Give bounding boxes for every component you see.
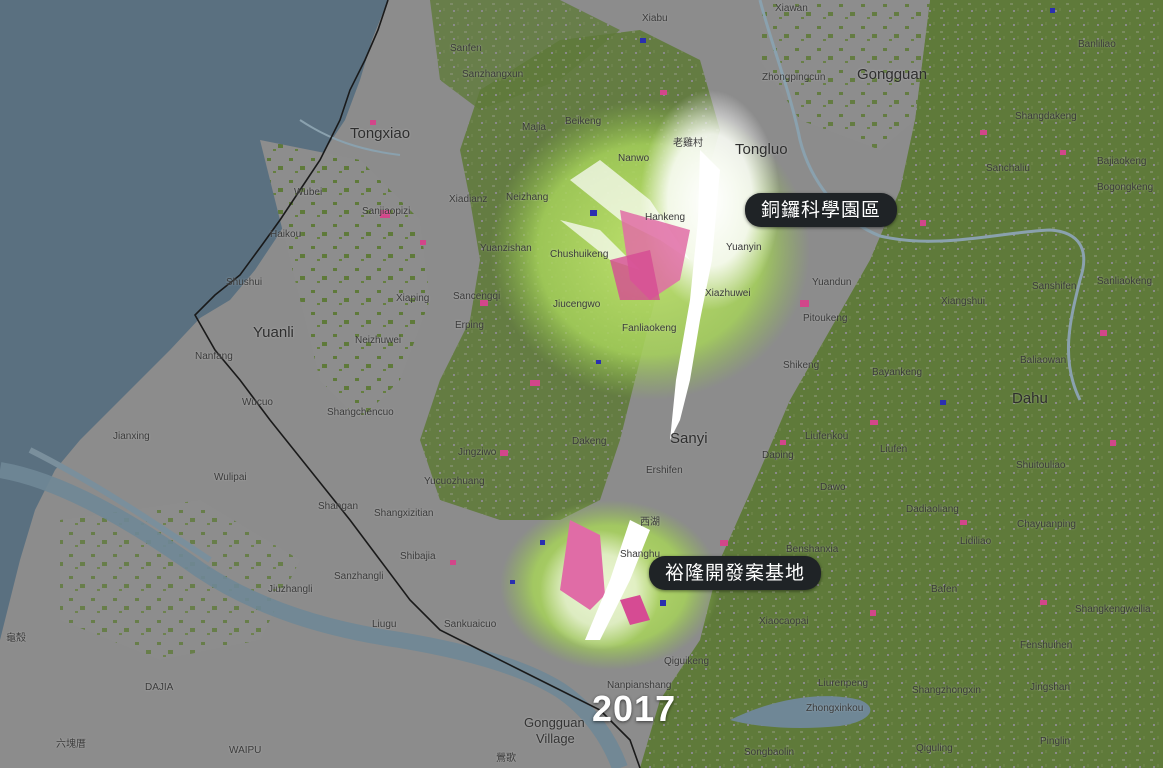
place-label-jianxing: Jianxing [113, 431, 150, 442]
place-label-hankeng: Hankeng [645, 212, 686, 223]
place-label-xiazhuwei: Xiazhuwei [705, 288, 751, 299]
place-label-jingziwo: Jingziwo [458, 447, 497, 458]
place-label-pitoukeng: Pitoukeng [803, 313, 848, 324]
place-label-nanpianshan: Nanpianshang [607, 680, 672, 691]
place-label-tongxiao: Tongxiao [350, 125, 411, 142]
place-label-xiabu: Xiabu [642, 13, 668, 24]
place-label-yuandun: Yuandun [812, 277, 852, 288]
place-label-sancengqi: Sancengqi [453, 291, 501, 302]
place-label-wubei: Wubei [294, 187, 323, 198]
place-label-xiadianz: Xiadianz [449, 194, 488, 205]
place-label-tongluo: Tongluo [735, 141, 788, 158]
place-label-shushui: Shushui [226, 277, 263, 288]
place-label-gongguanvillage2: Village [536, 731, 575, 746]
place-label-liufenkou: Liufenkou [805, 431, 849, 442]
place-label-xiaping: Xiaping [396, 293, 430, 304]
place-label-yucuozhuang: Yucuozhuang [424, 476, 485, 487]
place-label-xiaocaopai: Xiaocaopai [759, 616, 809, 627]
place-label-bajiaokeng: Bajiaokeng [1097, 156, 1147, 167]
place-label-dakeng: Dakeng [572, 436, 607, 447]
place-label-erping: Erping [455, 320, 484, 331]
place-label-gongguanvillage1: Gongguan [524, 715, 585, 730]
place-label-laojiakeng: 老雞村 [673, 138, 703, 149]
place-label-sanfen: Sanfen [450, 43, 482, 54]
place-label-sanliaokeng: Sanliaokeng [1097, 276, 1153, 287]
place-label-yuanli: Yuanli [253, 324, 294, 341]
place-label-sanshifen: Sanshifen [1032, 281, 1077, 292]
place-label-dahu: Dahu [1012, 390, 1048, 407]
year-label: 2017 [592, 688, 677, 729]
place-label-beikeng: Beikeng [565, 116, 602, 127]
place-label-shangxizitian: Shangxizitian [374, 508, 434, 519]
place-label-baliaowan: Baliaowan [1020, 355, 1067, 366]
place-label-majia: Majia [522, 122, 546, 133]
place-label-xiawan: Xiawan [775, 3, 808, 14]
place-label-liurenpeng: Liurenpeng [818, 678, 869, 689]
place-label-lutou_cn: 鶯歌 [496, 753, 516, 764]
place-label-daping: Daping [762, 450, 794, 461]
place-label-bogongkeng: Bogongkeng [1097, 182, 1154, 193]
place-label-xiangshui: Xiangshui [941, 296, 985, 307]
place-label-yuanzishan: Yuanzishan [480, 243, 532, 254]
place-label-shangan: Shangan [318, 501, 359, 512]
place-label-liugu: Liugu [372, 619, 397, 630]
place-label-shibajia: Shibajia [400, 551, 436, 562]
place-label-liuyuan_cn: 六塊厝 [56, 739, 86, 750]
place-label-qiguikeng: Qiguikeng [664, 656, 710, 667]
place-label-shangdakeng: Shangdakeng [1015, 111, 1077, 122]
place-label-jingshan: Jingshan [1030, 682, 1071, 693]
place-label-bafen: Bafen [931, 584, 958, 595]
place-label-dadiaoliang: Dadiaoliang [906, 504, 959, 515]
place-label-liufen: Liufen [880, 444, 908, 455]
place-label-sanchaliu: Sanchaliu [986, 163, 1030, 174]
place-label-sanjiaopizi: Sanjiaopizi [362, 206, 411, 217]
place-label-guanshan_cn: 龜殼 [6, 633, 26, 644]
place-label-waipu: WAIPU [229, 745, 262, 756]
place-label-jiucengwo: Jiucengwo [553, 299, 601, 310]
place-label-benshanxia: Benshanxia [786, 544, 839, 555]
place-label-fenshuihen: Fenshuihen [1020, 640, 1073, 651]
place-label-shangzhongxin: Shangzhongxin [912, 685, 981, 696]
place-label-pinglin: Pinglin [1040, 736, 1071, 747]
place-label-dawo: Dawo [820, 482, 846, 493]
place-label-shuitouliao: Shuitouliao [1016, 460, 1066, 471]
place-label-yuanyin: Yuanyin [726, 242, 762, 253]
callout-yulong-development-site: 裕隆開發案基地 [649, 556, 822, 590]
place-label-zhongpingcun: Zhongpingcun [762, 72, 826, 83]
place-label-sanzhangxun: Sanzhangxun [462, 69, 524, 80]
place-label-qiguling: Qiguling [916, 743, 953, 754]
place-label-banliliao: Banliliao [1078, 39, 1116, 50]
place-label-neizhuwei: Neizhuwei [355, 335, 402, 346]
callout-tongluo-science-park: 銅鑼科學園區 [745, 193, 898, 227]
place-label-wulipai: Wulipai [214, 472, 247, 483]
place-label-dajia: DAJIA [145, 682, 174, 693]
place-label-shikeng: Shikeng [783, 360, 820, 371]
place-label-sanyi: Sanyi [670, 430, 708, 447]
place-label-sankuaicuo: Sankuaicuo [444, 619, 497, 630]
place-label-shangkengwei: Shangkengweilia [1075, 604, 1151, 615]
place-label-haikou: Haikou [270, 229, 302, 240]
place-label-wucuo: Wucuo [242, 397, 273, 408]
place-label-shangchencuo: Shangchencuo [327, 407, 394, 418]
place-label-xihu_cn: 西湖 [640, 517, 660, 528]
place-label-zhongxinkou: Zhongxinkou [806, 703, 864, 714]
place-label-shanghu: Shanghu [620, 549, 661, 560]
place-label-songbaolin: Songbaolin [744, 747, 795, 758]
place-label-sanzhangli: Sanzhangli [334, 571, 384, 582]
place-label-chushuikeng: Chushuikeng [550, 249, 609, 260]
place-label-bayankeng: Bayankeng [872, 367, 923, 378]
place-label-lidiliao: Lidiliao [960, 536, 992, 547]
place-label-nanwo: Nanwo [618, 153, 650, 164]
place-label-ershifen: Ershifen [646, 465, 683, 476]
place-label-neizhang: Neizhang [506, 192, 549, 203]
place-label-chayuanping: Chayuanping [1017, 519, 1076, 530]
place-label-fanliaokeng: Fanliaokeng [622, 323, 677, 334]
place-label-gongguan: Gongguan [857, 66, 928, 83]
place-label-nanfang: Nanfang [195, 351, 233, 362]
place-label-jiuzhangli: Jiuzhangli [268, 584, 313, 595]
